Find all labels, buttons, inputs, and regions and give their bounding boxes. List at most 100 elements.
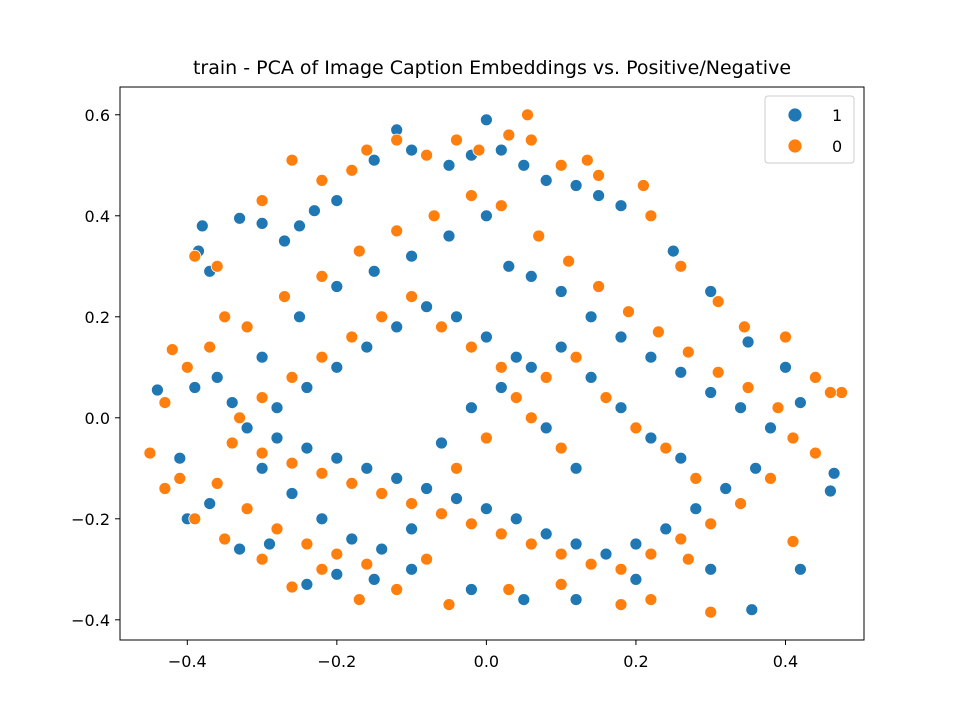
data-point-series-0 bbox=[360, 557, 374, 571]
data-point-series-0 bbox=[738, 320, 751, 334]
data-point-series-1 bbox=[188, 381, 202, 394]
data-point-series-1 bbox=[390, 320, 404, 334]
data-point-series-0 bbox=[188, 249, 202, 263]
data-point-series-1 bbox=[674, 451, 688, 465]
data-point-series-0 bbox=[524, 411, 538, 425]
axes-frame bbox=[119, 86, 865, 641]
data-point-series-1 bbox=[824, 484, 837, 498]
data-point-series-1 bbox=[360, 340, 374, 354]
data-point-series-0 bbox=[285, 580, 299, 594]
data-point-series-1 bbox=[255, 461, 269, 475]
data-point-series-1 bbox=[539, 173, 553, 187]
data-point-series-0 bbox=[771, 401, 785, 415]
data-point-series-0 bbox=[450, 133, 463, 147]
data-point-series-0 bbox=[420, 552, 434, 566]
data-point-series-0 bbox=[835, 386, 848, 399]
data-point-series-0 bbox=[188, 512, 202, 526]
data-point-series-1 bbox=[367, 153, 381, 167]
data-point-series-1 bbox=[599, 547, 613, 561]
data-point-series-1 bbox=[405, 522, 419, 536]
x-tick-label: −0.4 bbox=[168, 652, 207, 671]
data-point-series-1 bbox=[554, 285, 568, 298]
data-point-series-1 bbox=[524, 269, 538, 283]
data-point-series-0 bbox=[225, 436, 239, 450]
data-point-series-0 bbox=[315, 173, 329, 187]
data-point-series-1 bbox=[345, 532, 359, 546]
data-point-series-1 bbox=[569, 537, 583, 551]
data-point-series-0 bbox=[375, 310, 389, 324]
legend-label-0: 0 bbox=[832, 137, 842, 156]
data-point-series-1 bbox=[764, 421, 777, 435]
data-point-series-1 bbox=[442, 158, 456, 172]
points-layer bbox=[143, 108, 848, 619]
data-point-series-1 bbox=[584, 370, 598, 384]
data-point-series-0 bbox=[704, 605, 718, 619]
y-tick-label: −0.4 bbox=[71, 611, 110, 630]
data-point-series-0 bbox=[345, 330, 359, 344]
data-point-series-1 bbox=[614, 199, 628, 213]
data-point-series-1 bbox=[539, 421, 553, 435]
data-point-series-0 bbox=[674, 532, 688, 546]
y-tick-label: −0.2 bbox=[71, 510, 110, 529]
data-point-series-0 bbox=[435, 320, 448, 334]
data-point-series-0 bbox=[203, 340, 217, 354]
data-point-series-1 bbox=[479, 330, 493, 344]
data-point-series-0 bbox=[450, 461, 463, 475]
y-tick-label: 0.2 bbox=[85, 308, 110, 327]
data-point-series-1 bbox=[300, 578, 314, 591]
data-point-series-1 bbox=[330, 280, 344, 293]
data-point-series-0 bbox=[502, 128, 516, 142]
data-point-series-0 bbox=[659, 441, 673, 455]
data-point-series-0 bbox=[464, 189, 478, 203]
data-point-series-1 bbox=[225, 396, 239, 410]
data-point-series-0 bbox=[233, 411, 247, 425]
data-point-series-1 bbox=[285, 487, 299, 500]
data-point-series-0 bbox=[210, 476, 224, 490]
x-tick-label: −0.2 bbox=[317, 652, 356, 671]
data-point-series-1 bbox=[517, 158, 531, 172]
data-point-series-1 bbox=[494, 143, 508, 157]
data-point-series-0 bbox=[360, 143, 374, 157]
data-point-series-1 bbox=[704, 562, 718, 576]
data-point-series-1 bbox=[517, 593, 531, 606]
data-point-series-0 bbox=[352, 593, 366, 606]
data-point-series-1 bbox=[263, 537, 276, 551]
data-point-series-0 bbox=[315, 562, 329, 576]
data-point-series-0 bbox=[644, 547, 658, 561]
data-point-series-0 bbox=[405, 290, 419, 304]
data-point-series-0 bbox=[509, 391, 523, 405]
data-point-series-0 bbox=[494, 199, 508, 213]
data-point-series-1 bbox=[614, 330, 628, 344]
y-tick-label: 0.0 bbox=[85, 409, 110, 428]
data-point-series-1 bbox=[614, 401, 628, 415]
chart-title: train - PCA of Image Caption Embeddings … bbox=[193, 57, 791, 79]
data-point-series-1 bbox=[479, 502, 493, 516]
data-point-series-0 bbox=[502, 583, 516, 596]
data-point-series-0 bbox=[240, 502, 254, 516]
data-point-series-0 bbox=[637, 179, 650, 192]
legend-marker-0 bbox=[787, 138, 803, 154]
data-point-series-0 bbox=[681, 552, 695, 566]
data-point-series-1 bbox=[584, 310, 598, 324]
data-point-series-1 bbox=[278, 234, 291, 248]
data-point-series-0 bbox=[143, 446, 157, 460]
data-point-series-0 bbox=[173, 471, 187, 485]
y-axis: −0.4 −0.2 0.0 0.2 0.4 0.6 bbox=[71, 106, 120, 630]
data-point-series-0 bbox=[614, 562, 628, 576]
data-point-series-1 bbox=[293, 219, 306, 233]
data-point-series-0 bbox=[315, 350, 329, 364]
data-point-series-1 bbox=[300, 441, 314, 455]
data-point-series-1 bbox=[741, 335, 755, 349]
data-point-series-0 bbox=[524, 133, 538, 147]
data-point-series-1 bbox=[270, 401, 284, 415]
data-point-series-0 bbox=[674, 259, 688, 273]
data-point-series-0 bbox=[218, 310, 232, 324]
data-point-series-1 bbox=[195, 219, 209, 233]
data-point-series-0 bbox=[165, 343, 179, 357]
data-point-series-1 bbox=[173, 451, 187, 465]
data-point-series-1 bbox=[150, 383, 164, 397]
data-point-series-1 bbox=[509, 350, 523, 364]
data-point-series-0 bbox=[741, 381, 755, 394]
data-point-series-1 bbox=[644, 350, 658, 364]
data-point-series-0 bbox=[390, 133, 404, 147]
